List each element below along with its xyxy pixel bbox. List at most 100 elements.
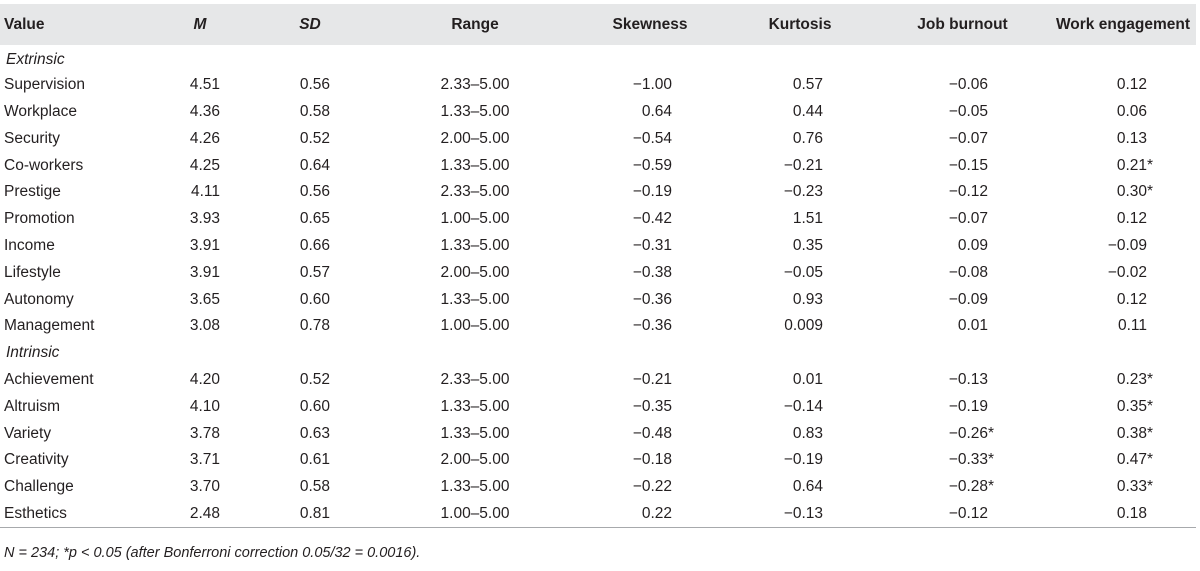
- cell-text: 4.36: [189, 102, 220, 120]
- cell-work-engagement: 0.13: [1050, 125, 1196, 152]
- cell-skewness: −0.38: [575, 259, 725, 286]
- cell-text: 0.009: [784, 317, 823, 335]
- cell-text: 4.11: [190, 183, 220, 201]
- cell-text: 0.58: [299, 478, 330, 496]
- cell-sd: 0.81: [245, 501, 375, 528]
- table-row: Prestige 4.11 0.56 2.33–5.00 −0.19 −0.23 −0.12…: [0, 179, 1196, 206]
- cell-kurtosis: −0.21: [725, 152, 875, 179]
- cell-skewness: −0.21: [575, 367, 725, 394]
- cell-text: 3.70: [189, 478, 220, 496]
- cell-text: 3.08: [189, 317, 220, 335]
- cell-text: 3.78: [189, 424, 220, 442]
- cell-text: 4.51: [189, 76, 220, 94]
- cell-text: 0.52: [299, 370, 330, 388]
- table-row: Security 4.26 0.52 2.00–5.00 −0.54 0.76 −0.07 0…: [0, 125, 1196, 152]
- cell-kurtosis: 0.57: [725, 72, 875, 99]
- cell-text: −0.21: [783, 156, 823, 174]
- cell-job-burnout: 0.01: [875, 313, 1050, 340]
- cell-text: 0.38 *: [1116, 424, 1154, 442]
- significance-marker: *: [1147, 156, 1154, 174]
- cell-text: −0.09: [1107, 236, 1147, 254]
- cell-text: 2.00–5.00: [440, 263, 510, 281]
- header-range: Range: [451, 15, 499, 33]
- cell-text: 0.12: [1116, 76, 1147, 94]
- row-label: Achievement: [4, 370, 94, 388]
- cell-text: −0.35: [632, 397, 672, 415]
- cell-kurtosis: −0.13: [725, 501, 875, 528]
- cell-range: 2.00–5.00: [375, 125, 575, 152]
- significance-marker: *: [988, 451, 995, 469]
- cell-m: 3.93: [155, 206, 245, 233]
- significance-marker: *: [1147, 183, 1154, 201]
- cell-m: 3.71: [155, 447, 245, 474]
- cell-text: 0.61: [299, 451, 330, 469]
- cell-text: 0.81: [299, 504, 330, 522]
- cell-text: −0.21: [632, 370, 672, 388]
- cell-text: 0.64: [641, 102, 672, 120]
- cell-text: −0.15: [948, 156, 988, 174]
- cell-text: 0.09: [957, 236, 988, 254]
- table-row: Achievement 4.20 0.52 2.33–5.00 −0.21 0.01 −0.…: [0, 367, 1196, 394]
- cell-text: 0.63: [299, 424, 330, 442]
- row-label: Esthetics: [4, 504, 67, 522]
- cell-text: −0.18: [632, 451, 672, 469]
- cell-m: 4.51: [155, 72, 245, 99]
- cell-skewness: 0.22: [575, 501, 725, 528]
- significance-marker: *: [1147, 397, 1154, 415]
- cell-text: 0.65: [299, 210, 330, 228]
- row-label: Income: [4, 236, 55, 254]
- cell-text: −0.06: [948, 76, 988, 94]
- table-row: Autonomy 3.65 0.60 1.33–5.00 −0.36 0.93 −0.09 0…: [0, 286, 1196, 313]
- cell-m: 3.91: [155, 233, 245, 260]
- cell-range: 2.33–5.00: [375, 367, 575, 394]
- cell-work-engagement: 0.23 *: [1050, 367, 1196, 394]
- significance-marker: *: [1147, 370, 1154, 388]
- cell-skewness: −0.36: [575, 313, 725, 340]
- significance-marker: *: [1147, 424, 1154, 442]
- cell-range: 1.00–5.00: [375, 313, 575, 340]
- cell-text: 0.30 *: [1116, 183, 1154, 201]
- cell-skewness: −0.35: [575, 393, 725, 420]
- cell-work-engagement: 0.12: [1050, 206, 1196, 233]
- cell-text: 0.12: [1116, 290, 1147, 308]
- cell-text: 0.57: [299, 263, 330, 281]
- cell-skewness: −1.00: [575, 72, 725, 99]
- cell-job-burnout: −0.28 *: [875, 474, 1050, 501]
- cell-text: 3.71: [189, 451, 220, 469]
- cell-kurtosis: −0.14: [725, 393, 875, 420]
- cell-m: 4.25: [155, 152, 245, 179]
- cell-text: −0.12: [948, 504, 988, 522]
- cell-range: 1.33–5.00: [375, 393, 575, 420]
- cell-text: −0.08: [948, 263, 988, 281]
- cell-work-engagement: 0.12: [1050, 72, 1196, 99]
- cell-text: −0.09: [948, 290, 988, 308]
- table-row: Challenge 3.70 0.58 1.33–5.00 −0.22 0.64 −0.28…: [0, 474, 1196, 501]
- row-label: Workplace: [4, 102, 77, 120]
- cell-text: 0.66: [299, 236, 330, 254]
- table-row: Management 3.08 0.78 1.00–5.00 −0.36 0.009 0.0…: [0, 313, 1196, 340]
- cell-work-engagement: 0.11: [1050, 313, 1196, 340]
- header-sd: SD: [299, 15, 321, 33]
- cell-text: 0.64: [792, 478, 823, 496]
- cell-text: 1.00–5.00: [440, 317, 510, 335]
- cell-text: 1.00–5.00: [440, 504, 510, 522]
- cell-work-engagement: 0.30 *: [1050, 179, 1196, 206]
- table-row: Lifestyle 3.91 0.57 2.00–5.00 −0.38 −0.05 −0.0…: [0, 259, 1196, 286]
- cell-work-engagement: 0.47 *: [1050, 447, 1196, 474]
- cell-sd: 0.60: [245, 286, 375, 313]
- cell-skewness: −0.54: [575, 125, 725, 152]
- cell-range: 2.33–5.00: [375, 72, 575, 99]
- cell-skewness: −0.36: [575, 286, 725, 313]
- cell-kurtosis: 0.64: [725, 474, 875, 501]
- cell-range: 1.33–5.00: [375, 420, 575, 447]
- cell-job-burnout: −0.05: [875, 99, 1050, 126]
- row-label: Prestige: [4, 183, 61, 201]
- cell-sd: 0.58: [245, 474, 375, 501]
- cell-text: −0.14: [783, 397, 823, 415]
- cell-sd: 0.56: [245, 179, 375, 206]
- cell-text: 0.01: [792, 370, 823, 388]
- cell-text: 0.58: [299, 102, 330, 120]
- cell-text: 0.35 *: [1116, 397, 1154, 415]
- cell-kurtosis: −0.05: [725, 259, 875, 286]
